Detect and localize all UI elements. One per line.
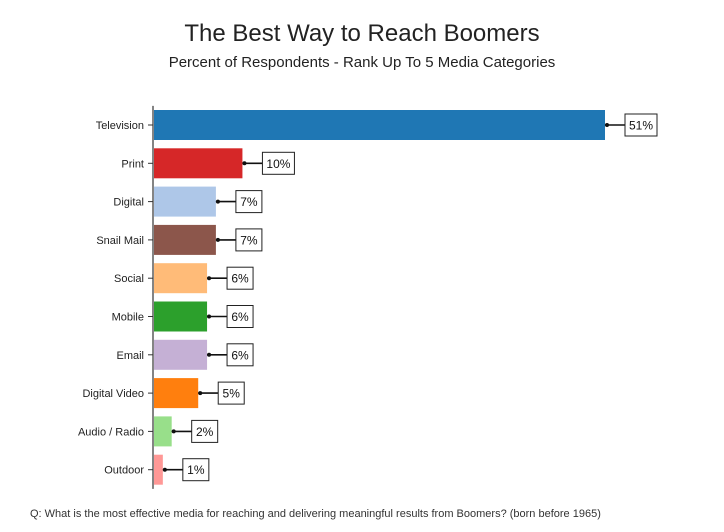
label-leader-dot bbox=[215, 237, 220, 242]
bar-social bbox=[154, 263, 208, 294]
y-tick-label: Email bbox=[116, 350, 144, 362]
data-label: 7% bbox=[240, 195, 258, 209]
bar-snail-mail bbox=[154, 224, 216, 255]
bar-digital bbox=[154, 186, 216, 217]
label-leader-dot bbox=[207, 314, 212, 319]
y-tick-label: Outdoor bbox=[104, 465, 144, 477]
bar-outdoor bbox=[154, 454, 163, 485]
label-leader-dot bbox=[207, 276, 212, 281]
y-tick-label: Snail Mail bbox=[96, 235, 144, 247]
data-label-box bbox=[217, 381, 245, 405]
data-label: 1% bbox=[187, 463, 205, 477]
bar-audio-radio bbox=[154, 416, 172, 447]
data-label-box bbox=[226, 305, 254, 328]
label-leader-dot bbox=[242, 161, 247, 166]
y-tick-label: Print bbox=[121, 158, 144, 170]
y-tick-label: Television bbox=[96, 120, 144, 132]
data-label: 10% bbox=[266, 157, 290, 171]
chart-footnote: Q: What is the most effective media for … bbox=[30, 508, 601, 520]
bar-email bbox=[154, 339, 208, 370]
data-label: 7% bbox=[240, 233, 258, 247]
y-axis: Television Print Digital Snail Mail Social Mo… bbox=[78, 105, 154, 489]
data-label-box bbox=[624, 113, 658, 137]
bar-print bbox=[154, 148, 243, 179]
data-label-box bbox=[235, 190, 263, 214]
y-tick-label: Digital Video bbox=[82, 388, 144, 400]
label-leader-dot bbox=[605, 123, 609, 127]
label-leader-dot bbox=[162, 467, 167, 472]
y-tick-label: Digital bbox=[113, 197, 144, 209]
data-label: 6% bbox=[231, 310, 249, 324]
y-tick-label: Audio / Radio bbox=[78, 426, 144, 438]
data-label: 51% bbox=[629, 119, 653, 133]
label-leader-dot bbox=[171, 429, 176, 434]
y-tick-label: Social bbox=[114, 273, 144, 285]
bars-layer bbox=[154, 110, 605, 485]
bar-digital-video bbox=[154, 378, 199, 409]
data-label-box bbox=[226, 343, 254, 367]
data-label: 6% bbox=[231, 348, 249, 362]
data-labels-layer: 51% 10% 7% 7% 6% 6% 6% 5% 2% 1% bbox=[162, 113, 658, 482]
data-label-box bbox=[261, 151, 295, 175]
bar-television bbox=[154, 110, 605, 140]
chart-title: The Best Way to Reach Boomers bbox=[184, 20, 540, 47]
chart-subtitle: Percent of Respondents - Rank Up To 5 Me… bbox=[168, 54, 556, 71]
label-leader-dot bbox=[207, 352, 212, 357]
data-label: 5% bbox=[223, 387, 241, 401]
label-leader-dot bbox=[215, 199, 220, 204]
bar-mobile bbox=[154, 301, 208, 332]
data-label-box bbox=[235, 228, 263, 252]
data-label-box bbox=[182, 458, 210, 482]
y-tick-label: Mobile bbox=[112, 312, 144, 324]
data-label: 6% bbox=[231, 272, 249, 286]
label-leader-dot bbox=[198, 391, 203, 396]
data-label: 2% bbox=[196, 425, 214, 439]
data-label-box bbox=[226, 266, 254, 290]
data-label-box bbox=[191, 419, 219, 443]
